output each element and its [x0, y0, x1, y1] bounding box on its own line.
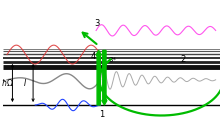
Text: 2: 2: [180, 55, 186, 64]
Text: 4: 4: [91, 52, 96, 61]
Text: 1: 1: [99, 110, 104, 119]
FancyArrow shape: [96, 50, 101, 105]
Text: $I$: $I$: [24, 77, 28, 88]
Text: 3*: 3*: [108, 57, 116, 63]
Text: 3: 3: [95, 19, 100, 28]
Text: $\hbar\Omega$: $\hbar\Omega$: [1, 77, 14, 88]
FancyArrow shape: [102, 50, 107, 105]
